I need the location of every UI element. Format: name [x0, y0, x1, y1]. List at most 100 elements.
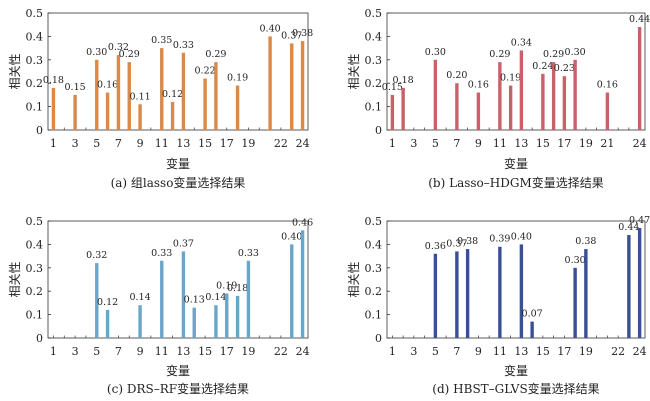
chart-panel: 00.10.20.30.40.51 3 5 7 9 11 13 15 17 19 22 240.36 0… [347, 215, 650, 396]
bar [455, 251, 459, 338]
panel-caption: (c) DRS–RF变量选择结果 [107, 381, 249, 396]
bar-value-label: 0.33 [238, 248, 259, 259]
y-tick-label: 0.1 [365, 101, 383, 114]
bar [138, 104, 142, 130]
bar-value-label: 0.12 [97, 297, 118, 308]
bar-value-label: 0.14 [205, 292, 226, 303]
bar [300, 41, 305, 130]
bar [51, 87, 56, 130]
bar-value-label: 0.34 [511, 37, 532, 48]
bar-value-label: 0.16 [97, 80, 118, 91]
panel-caption: (b) Lasso–HDGM变量选择结果 [428, 175, 603, 190]
x-tick-label: 1 [389, 345, 396, 358]
bar-value-label: 0.19 [227, 73, 248, 84]
bar [551, 62, 556, 130]
x-tick-label: 5 [93, 345, 100, 358]
x-tick-label: 3 [72, 345, 79, 358]
x-tick-label: 24 [633, 345, 647, 358]
bar-value-label: 0.24 [532, 61, 553, 72]
x-tick-label: 7 [115, 137, 122, 150]
y-tick-label: 0.2 [365, 285, 383, 298]
x-tick-label: 9 [137, 137, 144, 150]
x-tick-label: 17 [220, 137, 234, 150]
y-axis-title: 相关性 [8, 53, 22, 89]
x-tick-label: 1 [50, 345, 57, 358]
bar [433, 253, 438, 338]
bar-value-label: 0.11 [130, 91, 151, 102]
y-tick-label: 0.4 [365, 238, 383, 251]
x-tick-label: 24 [296, 137, 310, 150]
bar [465, 249, 470, 338]
bar-value-label: 0.29 [119, 49, 140, 60]
bar [160, 48, 164, 130]
y-tick-label: 0.4 [26, 238, 44, 251]
x-tick-label: 13 [514, 137, 528, 150]
bar [433, 59, 438, 130]
x-tick-label: 22 [274, 345, 288, 358]
x-tick-label: 24 [296, 345, 310, 358]
x-tick-label: 13 [176, 345, 190, 358]
bar-value-label: 0.32 [108, 42, 129, 53]
bar [105, 309, 110, 338]
x-tick-label: 17 [557, 345, 571, 358]
x-tick-label: 15 [536, 137, 550, 150]
y-tick-label: 0.3 [365, 262, 383, 275]
y-axis-title: 相关性 [347, 53, 361, 89]
bar [192, 307, 196, 338]
bar-value-label: 0.13 [184, 295, 205, 306]
bar [390, 94, 395, 130]
bar [225, 293, 229, 338]
bar [181, 251, 186, 338]
bar-value-label: 0.33 [173, 40, 194, 51]
bar [73, 94, 77, 130]
bar-value-label: 0.07 [522, 309, 543, 320]
bar [160, 260, 164, 338]
x-tick-label: 1 [50, 137, 57, 150]
bar [584, 249, 588, 338]
y-tick-label: 0.3 [365, 54, 383, 67]
y-tick-label: 0 [36, 124, 43, 137]
x-tick-label: 17 [557, 137, 571, 150]
bar [573, 59, 577, 130]
y-tick-label: 0.1 [26, 101, 44, 114]
chart-panel: 00.10.20.30.40.51 3 5 7 9 11 13 15 17 19 21 240.150… [347, 7, 650, 190]
x-tick-label: 9 [475, 137, 482, 150]
bar [541, 73, 545, 130]
bar-value-label: 0.16 [468, 80, 489, 91]
bar [498, 62, 502, 130]
bar [290, 43, 294, 130]
x-tick-label: 17 [220, 345, 234, 358]
bar-value-label: 0.39 [489, 234, 510, 245]
bar [300, 230, 305, 338]
bar-value-label: 0.16 [597, 80, 618, 91]
bar [573, 267, 577, 338]
chart-panel: 00.10.20.30.40.51 3 5 7 9 11 13 15 17 19 22 240.320… [8, 215, 313, 396]
bar-value-label: 0.40 [281, 231, 302, 242]
x-tick-label: 5 [432, 137, 439, 150]
bar-value-label: 0.37 [446, 238, 467, 249]
bar [105, 92, 110, 130]
bar [214, 305, 218, 338]
bar-value-label: 0.37 [281, 30, 302, 41]
y-tick-label: 0.4 [365, 30, 383, 43]
y-tick-label: 0.2 [26, 285, 44, 298]
bar-value-label: 0.37 [173, 238, 194, 249]
bar-value-label: 0.18 [43, 75, 64, 86]
bar [562, 76, 567, 130]
bar-value-label: 0.29 [489, 49, 510, 60]
panel-caption: (a) 组lasso变量选择结果 [111, 175, 246, 190]
y-tick-label: 0.3 [26, 262, 44, 275]
y-tick-label: 0 [375, 124, 382, 137]
bar-value-label: 0.38 [575, 236, 596, 247]
x-tick-label: 19 [579, 137, 593, 150]
bar-value-label: 0.29 [205, 49, 226, 60]
bar-value-label: 0.12 [162, 89, 183, 100]
bar-value-label: 0.38 [292, 28, 313, 39]
bar [138, 305, 142, 338]
bar [498, 246, 502, 338]
bar [455, 83, 459, 130]
x-tick-label: 13 [176, 137, 190, 150]
bar [519, 244, 524, 338]
bar [127, 62, 131, 130]
